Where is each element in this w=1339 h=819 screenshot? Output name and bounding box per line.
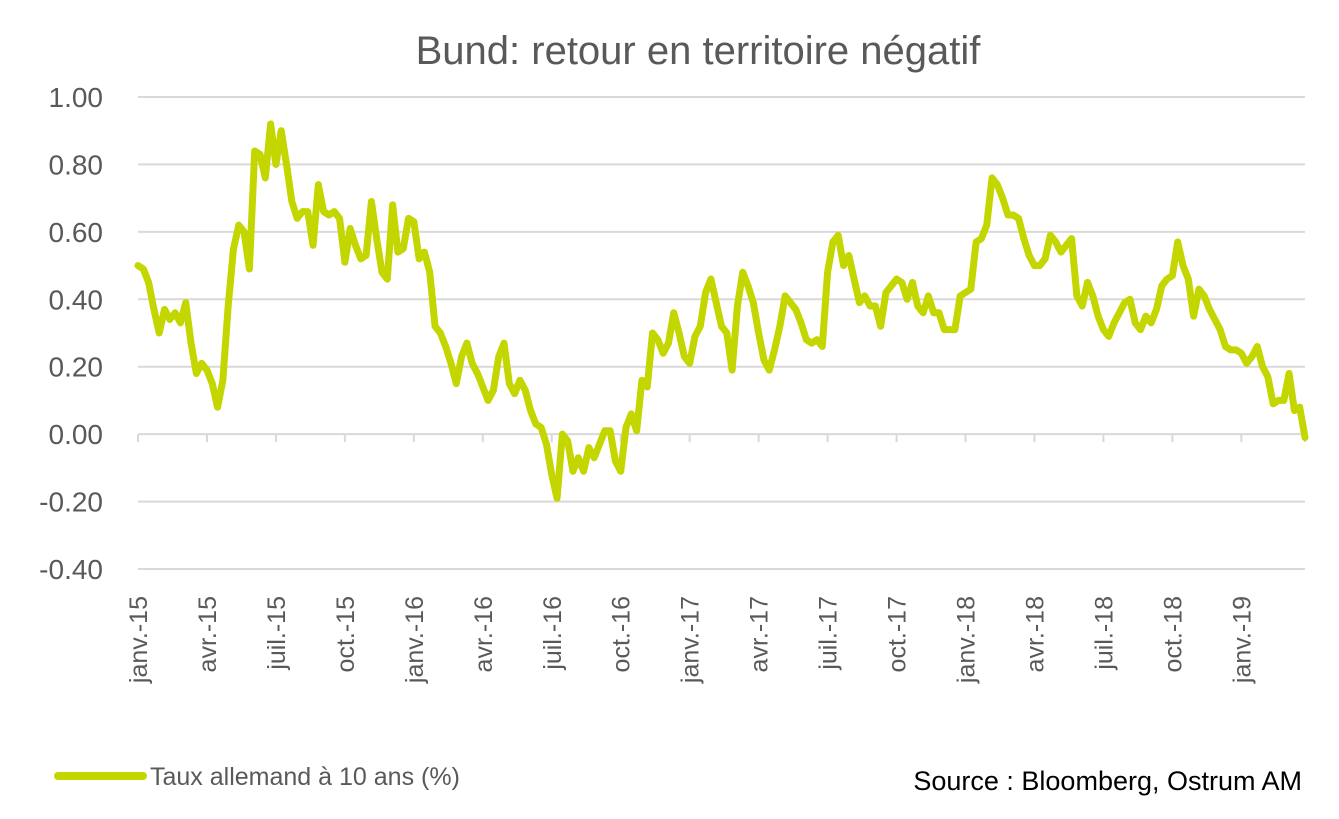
y-axis: 1.00 0.80 0.60 0.40 0.20 0.00 -0.20 -0.40 [39, 82, 103, 585]
x-tick-label: juil.-15 [263, 596, 291, 671]
y-tick-label: 0.20 [49, 352, 104, 383]
series-line [134, 120, 1309, 502]
x-tick-label: janv.-18 [953, 596, 981, 684]
y-tick-label: 0.40 [49, 284, 104, 315]
gridlines [138, 96, 1305, 570]
x-tick-label: avr.-17 [746, 596, 774, 672]
legend: Taux allemand à 10 ans (%) [54, 763, 460, 791]
x-tick-label: avr.-15 [194, 596, 222, 672]
y-tick-label: 0.80 [49, 149, 104, 180]
legend-label: Taux allemand à 10 ans (%) [150, 763, 460, 791]
x-tick-label: juil.-16 [539, 596, 567, 671]
y-tick-label: 0.00 [49, 419, 104, 450]
x-tick-label: janv.-17 [677, 596, 705, 684]
x-tick-label: oct.-15 [332, 596, 360, 672]
x-tick-label: juil.-18 [1090, 596, 1118, 671]
y-tick-label: 0.60 [49, 217, 104, 248]
x-tick-label: janv.-16 [401, 596, 429, 684]
y-tick-label: -0.40 [39, 554, 103, 585]
source-note: Source : Bloomberg, Ostrum AM [913, 766, 1302, 796]
x-tick-label: janv.-19 [1228, 596, 1256, 684]
x-tick-label: avr.-18 [1021, 596, 1049, 672]
x-tick-label: janv.-15 [125, 596, 153, 684]
x-axis: janv.-15 avr.-15 juil.-15 oct.-15 janv.-16 av… [125, 433, 1306, 684]
y-tick-label: 1.00 [49, 82, 104, 113]
y-tick-label: -0.20 [39, 487, 103, 518]
x-tick-label: oct.-17 [884, 596, 912, 672]
x-tick-label: oct.-18 [1159, 596, 1187, 672]
x-tick-label: avr.-16 [470, 596, 498, 672]
chart-title: Bund: retour en territoire négatif [416, 29, 982, 73]
series-group [134, 120, 1309, 502]
x-tick-label: juil.-17 [815, 596, 843, 671]
x-tick-label: oct.-16 [608, 596, 636, 672]
